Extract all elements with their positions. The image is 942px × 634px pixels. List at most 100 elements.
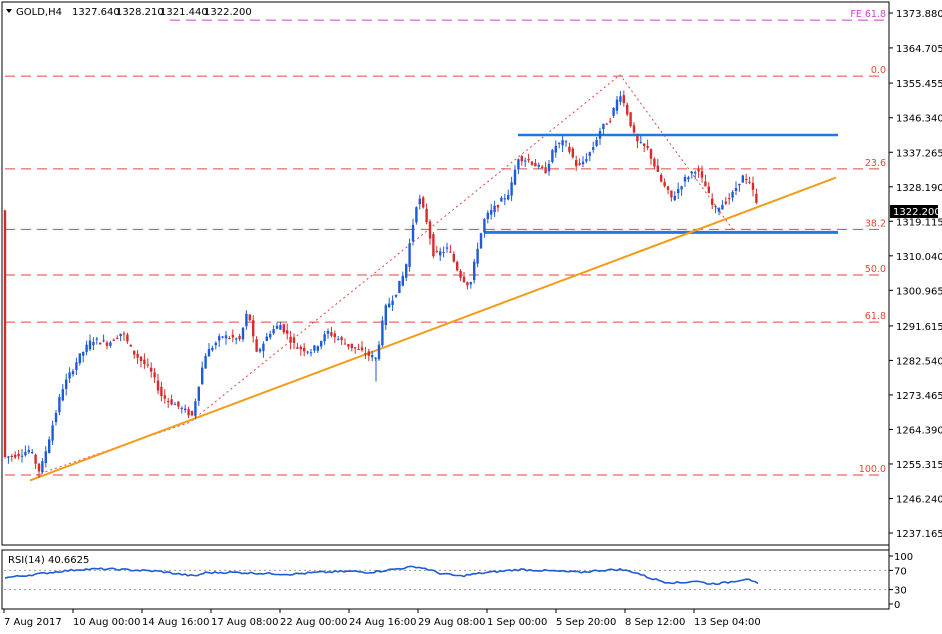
candle-body xyxy=(415,207,418,223)
rsi-tick-label: 70 xyxy=(894,566,907,577)
candle-body xyxy=(466,282,469,286)
time-tick-label: 17 Aug 08:00 xyxy=(211,617,278,628)
candle-body xyxy=(554,145,557,153)
candle-body xyxy=(122,333,126,335)
candle-body xyxy=(728,198,731,200)
candle-body xyxy=(609,120,612,122)
candle-body xyxy=(663,181,666,187)
candle-body xyxy=(452,253,455,262)
candle-body xyxy=(598,131,602,139)
candle-body xyxy=(711,198,714,205)
time-tick-label: 1 Sep 00:00 xyxy=(487,617,547,628)
candle-body xyxy=(180,407,183,409)
candle-body xyxy=(320,341,323,347)
candle-body xyxy=(44,451,47,464)
candle-body xyxy=(360,347,364,351)
price-tick-label: 1373.880 xyxy=(896,9,942,20)
candle-body xyxy=(221,336,224,338)
candle-body xyxy=(173,404,177,406)
time-axis[interactable]: 7 Aug 2017 10 Aug 00:00 14 Aug 16:00 17 Aug… xyxy=(3,609,761,628)
candle-body xyxy=(432,234,435,257)
candle-body xyxy=(224,335,228,339)
candle-body xyxy=(150,367,153,372)
candle-body xyxy=(534,163,537,167)
candle-body xyxy=(517,159,520,169)
candle-body xyxy=(204,355,207,369)
horizontal-lines[interactable] xyxy=(484,133,838,234)
candle-body xyxy=(194,401,197,416)
candle-body xyxy=(146,364,149,366)
candle-body xyxy=(95,338,98,340)
candle-body xyxy=(211,347,214,351)
candle-body xyxy=(126,334,129,342)
candle-body xyxy=(561,140,564,146)
candle-body xyxy=(347,344,350,347)
candle-body xyxy=(734,187,738,191)
candle-body xyxy=(622,95,625,103)
candle-body xyxy=(418,198,421,205)
trendline[interactable] xyxy=(29,176,837,482)
candle-body xyxy=(656,165,659,172)
candle-body xyxy=(398,280,401,293)
candle-body xyxy=(690,171,693,174)
candle-body xyxy=(408,243,411,267)
candle-body xyxy=(721,204,724,210)
price-axis[interactable]: 1373.880 1364.705 1355.455 1346.340 1337.265… xyxy=(889,9,942,540)
candle-body xyxy=(646,145,649,148)
candle-body xyxy=(510,182,513,196)
candle-body xyxy=(333,333,336,338)
candle-body xyxy=(24,452,27,456)
candle-body xyxy=(330,332,333,336)
candle-body xyxy=(313,345,316,351)
candle-body xyxy=(364,353,367,355)
candle-body xyxy=(449,251,452,253)
time-tick-label: 7 Aug 2017 xyxy=(4,617,62,628)
time-tick-label: 8 Sep 12:00 xyxy=(625,617,685,628)
candle-body xyxy=(78,353,81,364)
candle-body xyxy=(755,193,758,203)
candle-body xyxy=(588,152,591,156)
candle-body xyxy=(10,455,13,457)
price-tick-label: 1355.455 xyxy=(896,79,942,90)
candle-body xyxy=(568,146,571,152)
candle-body xyxy=(724,201,727,204)
fibonacci-retracement[interactable]: 0.0 23.6 38.2 50.0 61.8 100.0 xyxy=(5,65,886,476)
candle-body xyxy=(51,425,54,441)
candle-body xyxy=(119,333,122,337)
candle-body xyxy=(323,334,326,342)
candle-body xyxy=(316,346,319,351)
candle-body xyxy=(520,156,523,162)
candle-body xyxy=(653,158,656,167)
candle-body xyxy=(197,386,200,401)
candle-body xyxy=(14,454,17,458)
candle-body xyxy=(639,141,642,143)
rsi-panel[interactable] xyxy=(1,549,890,610)
candle-body xyxy=(75,362,78,370)
candle-body xyxy=(156,380,160,391)
candle-body xyxy=(388,303,391,308)
candle-body xyxy=(343,343,347,345)
candle-body xyxy=(405,264,408,278)
candle-body xyxy=(435,251,438,253)
candle-body xyxy=(160,386,163,397)
candle-body xyxy=(605,123,608,125)
candle-body xyxy=(37,463,41,472)
candle-body xyxy=(371,355,374,358)
candle-body xyxy=(350,343,353,348)
price-panel[interactable] xyxy=(1,1,890,546)
candle-body xyxy=(513,169,517,185)
ascending-trendline[interactable] xyxy=(29,176,837,482)
candlestick-series xyxy=(3,90,758,478)
fibonacci-expansion[interactable]: FE 61.8 xyxy=(170,9,886,21)
candle-body xyxy=(88,340,92,350)
candle-body xyxy=(377,344,381,360)
candle-body xyxy=(92,342,95,346)
candle-body xyxy=(184,408,187,411)
chevron-down-icon[interactable] xyxy=(6,9,12,13)
candle-body xyxy=(592,147,595,150)
candle-body xyxy=(493,205,496,213)
candle-body xyxy=(411,224,415,241)
candle-body xyxy=(68,372,71,379)
candle-body xyxy=(445,247,449,249)
